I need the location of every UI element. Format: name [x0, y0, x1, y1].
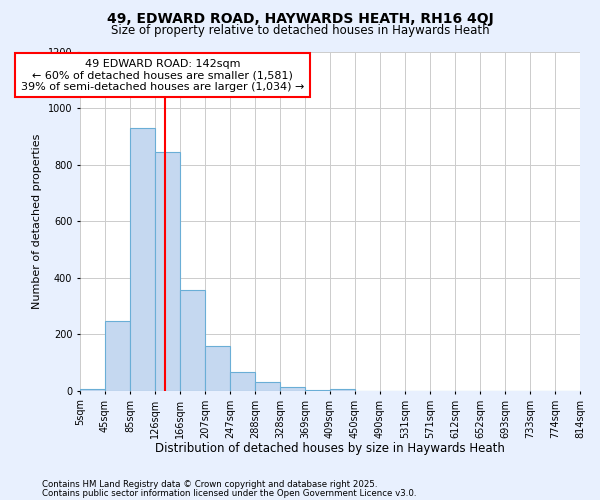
Bar: [105, 320, 130, 391]
Y-axis label: Number of detached properties: Number of detached properties: [32, 134, 42, 309]
Bar: [130, 128, 155, 391]
Text: 49 EDWARD ROAD: 142sqm
← 60% of detached houses are smaller (1,581)
39% of semi-: 49 EDWARD ROAD: 142sqm ← 60% of detached…: [21, 58, 304, 92]
Bar: [230, 372, 255, 391]
Bar: [330, 388, 355, 391]
Bar: [305, 390, 330, 391]
Bar: [255, 382, 280, 391]
Text: Contains public sector information licensed under the Open Government Licence v3: Contains public sector information licen…: [42, 489, 416, 498]
Text: 49, EDWARD ROAD, HAYWARDS HEATH, RH16 4QJ: 49, EDWARD ROAD, HAYWARDS HEATH, RH16 4Q…: [107, 12, 493, 26]
Text: Size of property relative to detached houses in Haywards Heath: Size of property relative to detached ho…: [110, 24, 490, 37]
Bar: [205, 346, 230, 391]
X-axis label: Distribution of detached houses by size in Haywards Heath: Distribution of detached houses by size …: [155, 442, 505, 455]
Bar: [155, 152, 180, 391]
Bar: [80, 388, 105, 391]
Bar: [180, 290, 205, 391]
Text: Contains HM Land Registry data © Crown copyright and database right 2025.: Contains HM Land Registry data © Crown c…: [42, 480, 377, 489]
Bar: [280, 387, 305, 391]
